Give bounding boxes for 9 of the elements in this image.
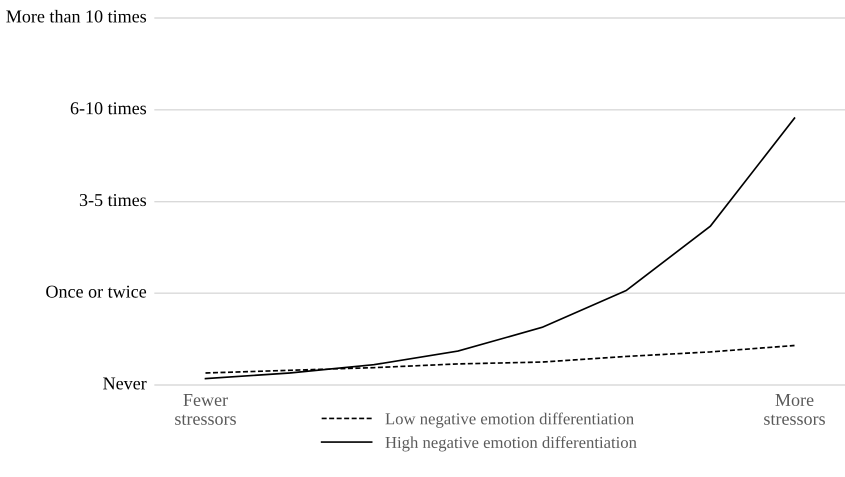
ref-line-label: More than 10 times — [6, 10, 146, 23]
x-tick-label: Fewer stressors — [175, 394, 236, 425]
ref-line-label: Never — [103, 378, 147, 390]
ref-line-label: 3-5 times — [80, 194, 146, 206]
ref-line-label: 6-10 times — [70, 102, 146, 114]
legend-label: Low negative emotion differentiation — [385, 412, 634, 428]
ref-line-label: Once or twice — [46, 286, 146, 298]
x-tick-label: More stressors — [764, 394, 825, 425]
legend-label: High negative emotion differentiation — [385, 436, 637, 452]
